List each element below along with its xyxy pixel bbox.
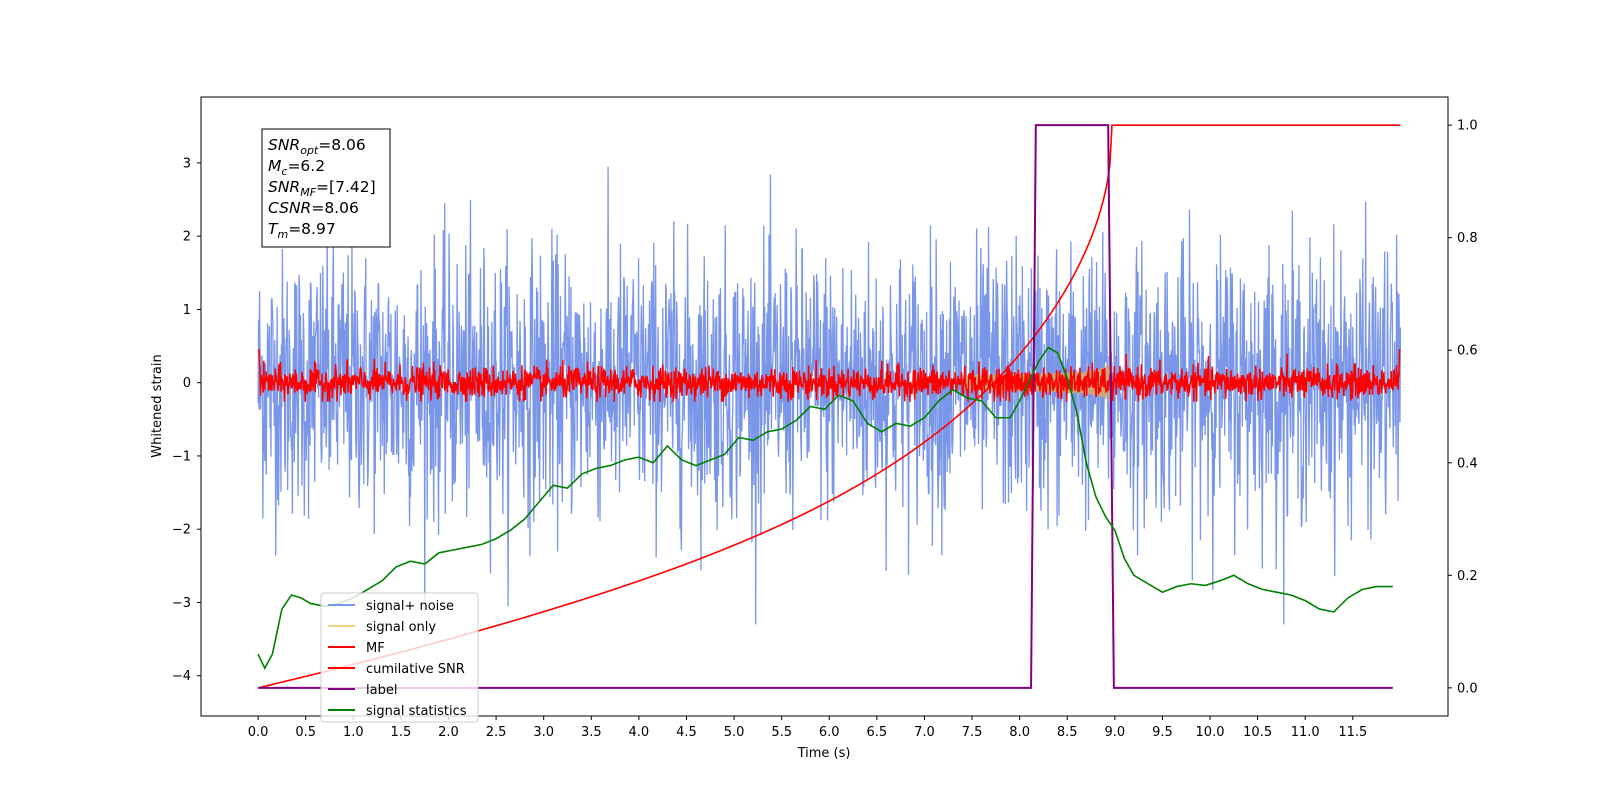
y-tick-label: 0 [183,376,191,391]
info-subscript: opt [300,144,319,157]
info-line: CSNR=8.06 [268,199,359,217]
x-tick-label: 6.5 [867,725,888,740]
x-tick-label: 11.0 [1291,725,1320,740]
y-right-tick-label: 0.2 [1457,569,1478,584]
x-tick-label: 6.0 [819,725,840,740]
axes-layer: 0.0 0.5 1.0 1.5 2.0 2.5 3.0 3.5 4.0 4.5 5.0 5.5 6.0 6… [172,119,1478,740]
x-tick-label: 3.0 [533,725,554,740]
y-tick-label: −1 [172,449,191,464]
snr-info-box: SNRopt=8.06Mc=6.2SNRMF=[7.42]CSNR=8.06Tm… [261,128,391,248]
y-tick-label: −3 [172,596,191,611]
x-tick-label: 10.5 [1243,725,1272,740]
plot-frame [200,96,1449,717]
x-tick-label: 2.5 [486,725,507,740]
x-tick-label: 7.5 [962,725,983,740]
y-right-tick-label: 0.8 [1457,231,1478,246]
info-subscript: m [277,228,288,241]
y-tick-label: −4 [172,669,191,684]
info-value: =8.06 [318,136,366,154]
x-tick-label: 9.5 [1152,725,1173,740]
series-signal-noise-line [257,166,1402,625]
x-tick-label: 0.0 [248,725,269,740]
y-right-tick-label: 1.0 [1457,119,1478,134]
x-tick-label: 5.5 [771,725,792,740]
y-tick-label: 3 [183,156,191,171]
y-tick-label: −2 [172,523,191,538]
info-subscript: MF [300,186,316,199]
x-tick-label: 1.0 [343,725,364,740]
x-tick-label: 8.0 [1009,725,1030,740]
x-tick-label: 7.0 [914,725,935,740]
info-value: =6.2 [287,157,325,175]
x-tick-label: 3.5 [581,725,602,740]
info-symbol: M [268,157,281,175]
y-right-tick-label: 0.0 [1457,681,1478,696]
legend-label: MF [366,641,385,656]
y-tick-label: 1 [183,303,191,318]
info-symbol: T [268,220,279,238]
y-axis-title: Whitened strain [150,354,165,457]
legend-frame [320,592,479,723]
info-line: Mc=6.2 [268,157,325,178]
x-tick-label: 8.5 [1057,725,1078,740]
x-tick-label: 4.5 [676,725,697,740]
x-tick-label: 2.0 [438,725,459,740]
x-tick-label: 10.0 [1196,725,1225,740]
x-tick-label: 5.0 [724,725,745,740]
legend-label: signal statistics [366,704,467,719]
x-axis-title: Time (s) [797,746,851,761]
legend-label: cumilative SNR [366,662,465,677]
y-right-tick-label: 0.4 [1457,456,1478,471]
x-tick-label: 0.5 [295,725,316,740]
legend-label: signal only [366,620,436,635]
info-box-frame [261,128,391,248]
y-right-tick-label: 0.6 [1457,344,1478,359]
info-line: SNRopt=8.06 [268,136,366,157]
info-symbol: SNR [268,178,300,196]
info-value: =8.06 [311,199,359,217]
info-subscript: c [281,165,287,178]
info-line: Tm=8.97 [268,220,336,241]
x-tick-label: 9.0 [1104,725,1125,740]
legend: signal+ noise signal only MF cumilative SNR… [320,592,479,723]
info-value: =8.97 [288,220,336,238]
x-tick-label: 4.0 [629,725,650,740]
legend-label: label [366,683,397,698]
series-signal-statistics-line [257,346,1393,670]
series-label-line [258,124,1393,689]
info-symbol: CSNR [268,199,311,217]
x-tick-label: 1.5 [391,725,412,740]
legend-label: signal+ noise [366,599,454,614]
y-tick-label: 2 [183,230,191,245]
x-tick-label: 11.5 [1338,725,1367,740]
info-line: SNRMF=[7.42] [268,178,376,199]
series-mf-line [258,348,1401,402]
info-symbol: SNR [268,136,300,154]
info-value: =[7.42] [316,178,376,196]
